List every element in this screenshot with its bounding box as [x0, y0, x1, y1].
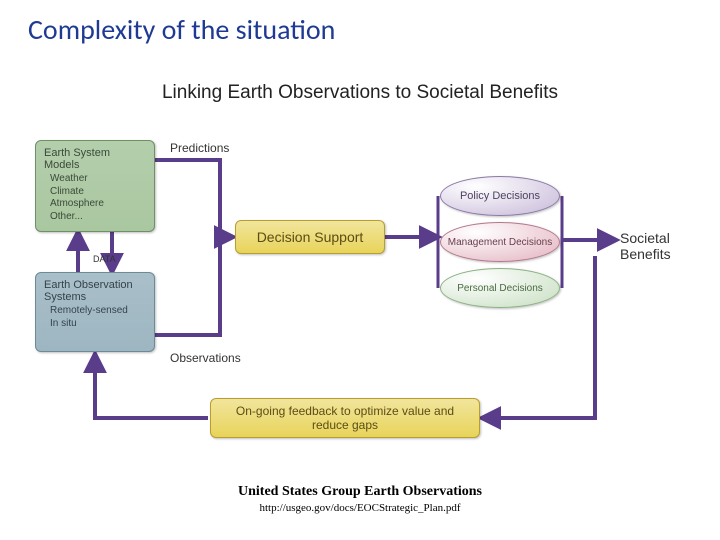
decision-support-label: Decision Support — [257, 229, 364, 245]
esm-item: Other... — [50, 211, 146, 224]
node-earth-system-models: Earth System Models Weather Climate Atmo… — [35, 140, 155, 232]
flow-connectors — [0, 0, 720, 540]
slide-title: Complexity of the situation — [28, 12, 335, 47]
node-feedback: On-going feedback to optimize value and … — [210, 398, 480, 438]
esm-header: Earth System Models — [36, 141, 154, 173]
policy-label: Policy Decisions — [460, 190, 540, 202]
node-personal-decisions: Personal Decisions — [440, 268, 560, 308]
eos-header: Earth Observation Systems — [36, 273, 154, 305]
label-observations: Observations — [170, 351, 241, 365]
feedback-label: On-going feedback to optimize value and … — [217, 404, 473, 432]
esm-item: Climate — [50, 186, 146, 199]
societal-bottom: Benefits — [620, 246, 671, 262]
caption: United States Group Earth Observations — [0, 484, 720, 500]
label-data: DATA — [93, 254, 116, 264]
management-label: Management Decisions — [448, 237, 553, 248]
node-earth-observation-systems: Earth Observation Systems Remotely-sense… — [35, 272, 155, 352]
personal-label: Personal Decisions — [457, 283, 543, 294]
esm-item: Atmosphere — [50, 198, 146, 211]
label-predictions: Predictions — [170, 141, 229, 155]
source-url: http://usgeo.gov/docs/EOCStrategic_Plan.… — [0, 502, 720, 514]
societal-top: Societal — [620, 230, 671, 246]
esm-items: Weather Climate Atmosphere Other... — [36, 173, 154, 229]
node-decision-support: Decision Support — [235, 220, 385, 254]
esm-item: Weather — [50, 173, 146, 186]
eos-items: Remotely-sensed In situ — [36, 305, 154, 336]
eos-item: In situ — [50, 318, 146, 331]
node-policy-decisions: Policy Decisions — [440, 176, 560, 216]
eos-item: Remotely-sensed — [50, 305, 146, 318]
: Societal Benefits — [620, 230, 671, 262]
node-management-decisions: Management Decisions — [440, 222, 560, 262]
chart-title: Linking Earth Observations to Societal B… — [0, 82, 720, 104]
